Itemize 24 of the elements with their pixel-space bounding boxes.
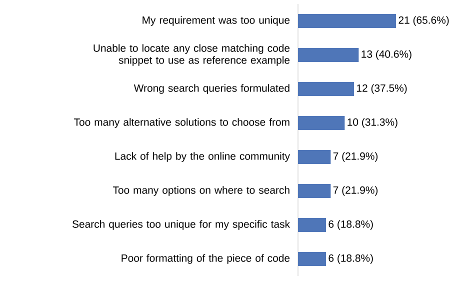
data-label: 7 (21.9%) <box>333 152 378 162</box>
y-tick-label: Lack of help by the online community <box>115 152 290 162</box>
data-label: 6 (18.8%) <box>328 220 373 230</box>
bar <box>298 116 345 130</box>
y-tick-label: Unable to locate any close matching code snippet to use as reference example <box>94 44 290 66</box>
bar <box>298 218 326 232</box>
data-label: 12 (37.5%) <box>357 84 407 94</box>
data-label: 6 (18.8%) <box>328 254 373 264</box>
bar <box>298 14 396 28</box>
data-label: 7 (21.9%) <box>333 186 378 196</box>
bar <box>298 48 359 62</box>
data-label: 13 (40.6%) <box>362 50 412 60</box>
y-tick-label: Too many alternative solutions to choose from <box>74 118 290 128</box>
y-tick-label: Poor formatting of the piece of code <box>122 254 290 264</box>
y-tick-label: Search queries too unique for my specific task <box>72 220 290 230</box>
data-label: 21 (65.6%) <box>398 16 449 26</box>
bar <box>298 150 331 164</box>
bar <box>298 184 331 198</box>
y-tick-label: My requirement was too unique <box>142 16 290 26</box>
bar <box>298 252 326 266</box>
bar <box>298 82 354 96</box>
y-tick-label: Too many options on where to search <box>112 186 290 196</box>
y-tick-label: Wrong search queries formulated <box>134 84 290 94</box>
data-label: 10 (31.3%) <box>348 118 398 128</box>
